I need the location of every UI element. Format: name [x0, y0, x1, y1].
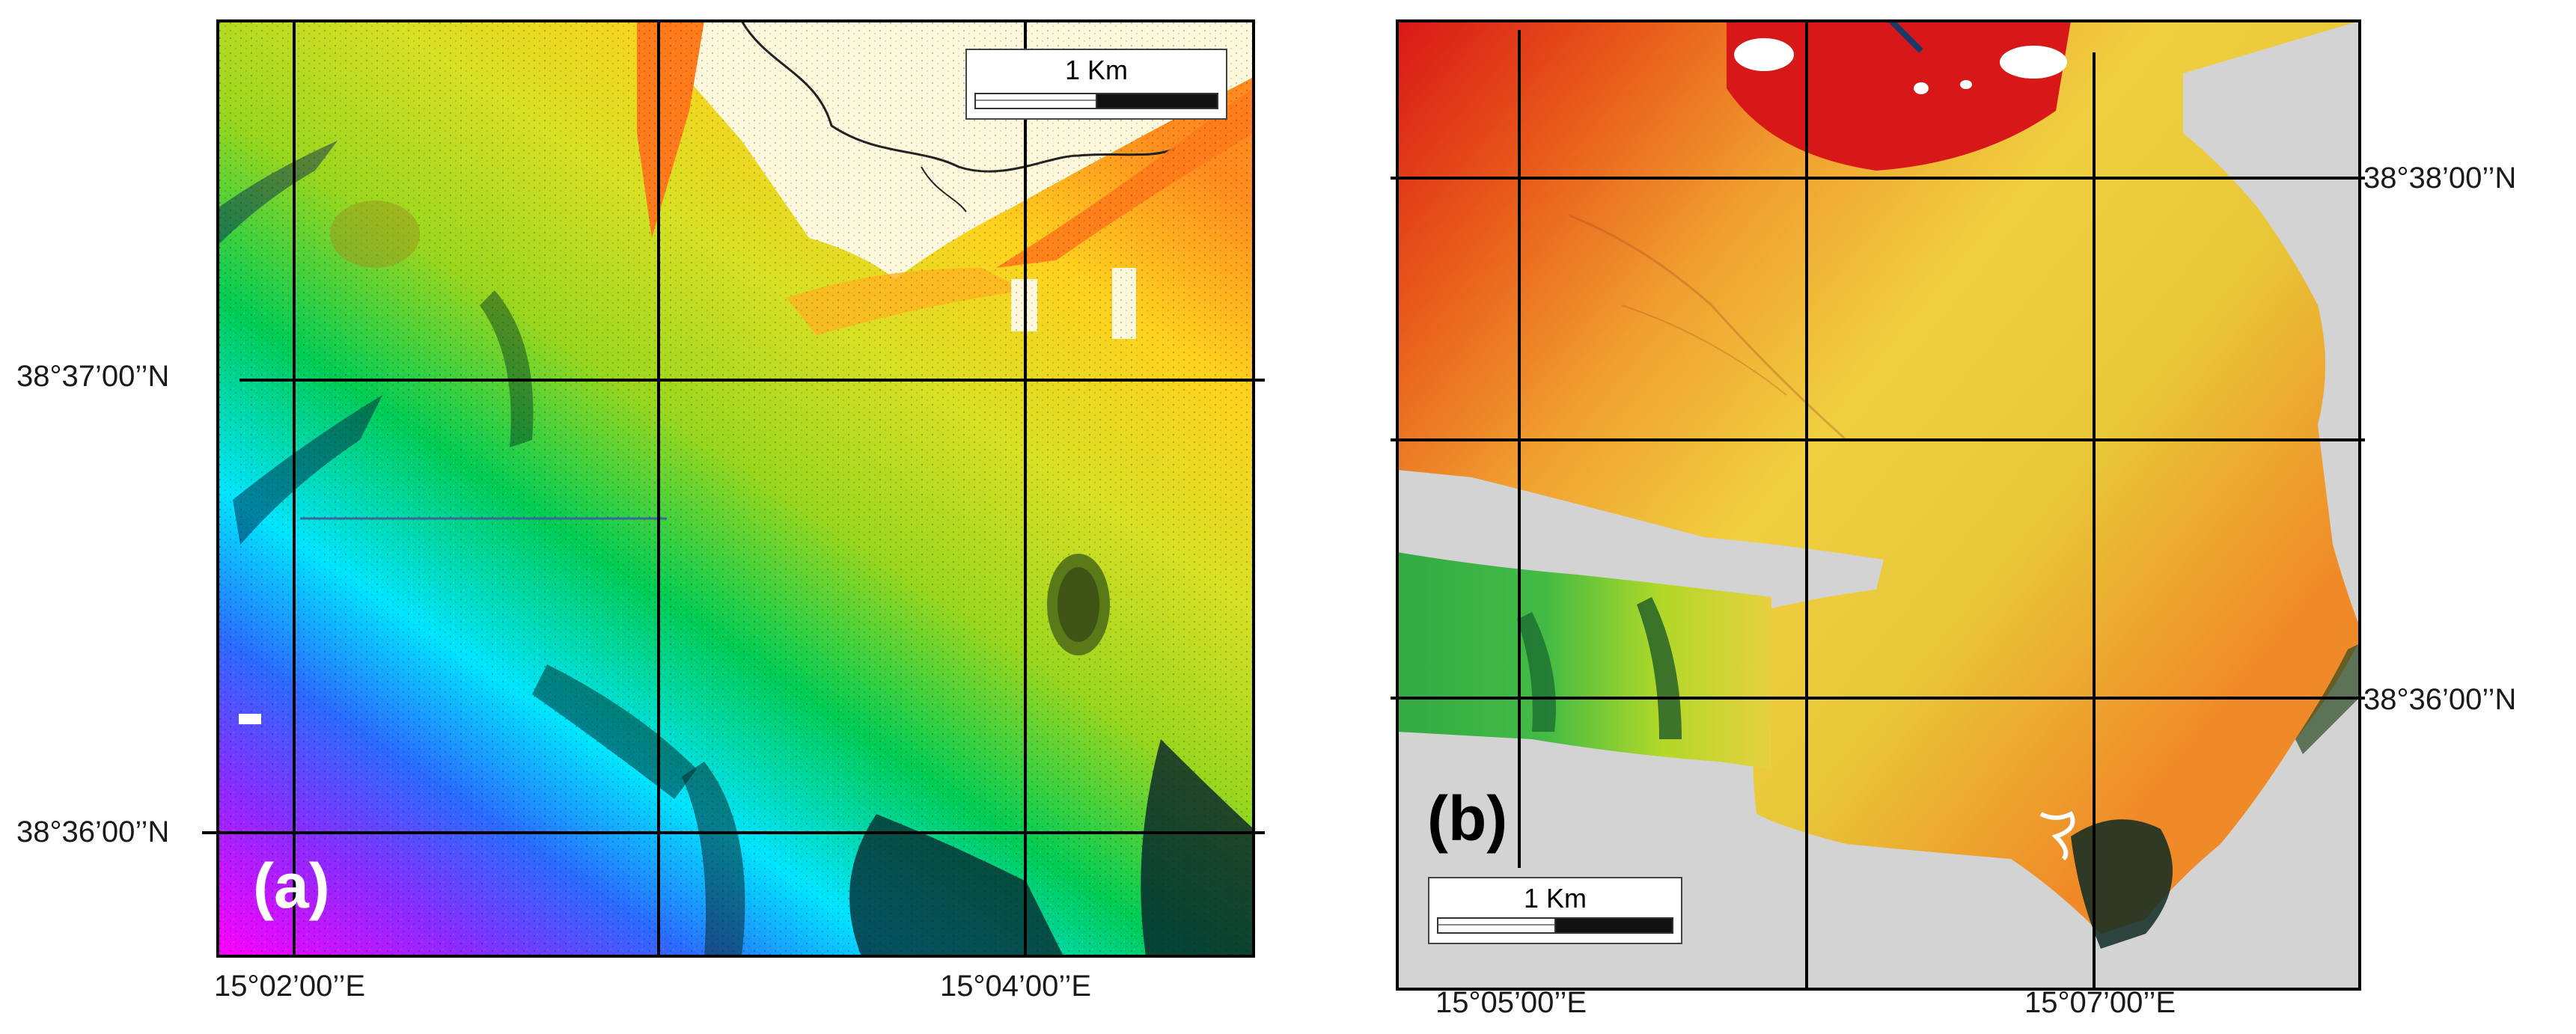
- panel-label-b: (b): [1427, 783, 1508, 854]
- lat-label: 38°36’00’’N: [16, 816, 170, 848]
- scale-segment-light: [976, 94, 1097, 108]
- scale-bar-label: 1 Km: [1064, 55, 1129, 85]
- lon-label: 15°02’00’’E: [214, 970, 366, 1003]
- lon-label: 15°05’00’’E: [1435, 986, 1587, 1019]
- lon-label: 15°04’00’’E: [940, 970, 1092, 1003]
- scale-bar-label: 1 Km: [1523, 883, 1587, 914]
- lat-label: 38°38’00’’N: [2363, 162, 2517, 195]
- bathymetry-raster-b: [1397, 21, 2360, 949]
- lon-label: 15°07’00’’E: [2024, 986, 2176, 1019]
- scale-segment-dark: [1556, 919, 1672, 932]
- bathymetry-map-a: [218, 21, 1254, 956]
- panel-label-a: (a): [253, 851, 330, 921]
- scale-segment-light: [1438, 919, 1556, 932]
- bathymetry-raster-a: [218, 21, 1254, 956]
- bathymetry-map-b: [1397, 21, 2360, 989]
- scale-bar-segments: [974, 93, 1218, 109]
- lat-label: 38°36’00’’N: [2363, 683, 2517, 716]
- scale-bar-segments: [1437, 917, 1673, 934]
- lat-label: 38°37’00’’N: [16, 360, 170, 393]
- scale-bar-a: 1 Km: [965, 49, 1227, 120]
- scale-bar-b: 1 Km: [1428, 877, 1682, 944]
- scale-segment-dark: [1097, 94, 1217, 108]
